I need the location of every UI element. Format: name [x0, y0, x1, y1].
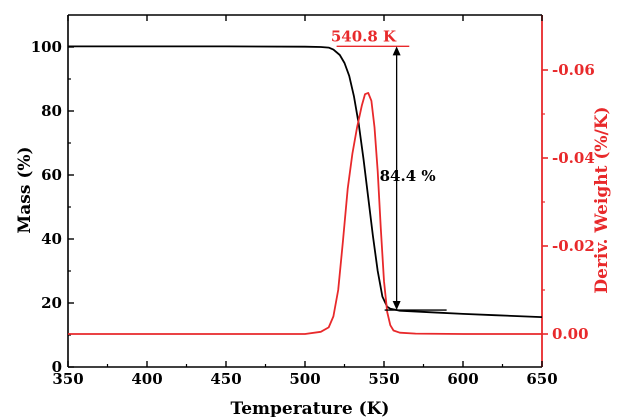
x-axis-label: Temperature (K) — [231, 399, 390, 417]
y-axis-right-label: Deriv. Weight (%/K) — [592, 106, 612, 293]
y-left-tick-label: 40 — [41, 230, 62, 248]
y-right-tick-label: -0.02 — [552, 237, 595, 255]
deriv-weight-curve — [68, 92, 542, 335]
mass-loss-label: 84.4 % — [380, 167, 436, 185]
annotation-layer: 540.8 K 84.4 % — [331, 27, 447, 311]
y-axis-left-label: Mass (%) — [15, 146, 35, 233]
mass-loss-arrowhead-bottom — [392, 301, 401, 311]
x-tick-label: 650 — [526, 370, 557, 388]
y-right-tick-label: 0.00 — [552, 325, 589, 343]
x-tick-label: 450 — [210, 370, 241, 388]
x-tick-label: 350 — [52, 370, 83, 388]
y-left-tick-label: 60 — [41, 166, 62, 184]
onset-temperature-label: 540.8 K — [331, 27, 397, 45]
y-right-tick-label: -0.04 — [552, 149, 595, 167]
x-tick-label: 550 — [368, 370, 399, 388]
y-right-tick-label: -0.06 — [552, 61, 595, 79]
x-tick-label: 600 — [447, 370, 478, 388]
mass-curve — [68, 45, 543, 318]
plot-area — [68, 45, 543, 335]
x-tick-label: 400 — [131, 370, 162, 388]
x-tick-label: 500 — [289, 370, 320, 388]
y-left-tick-label: 100 — [31, 38, 62, 56]
mass-loss-arrowhead-top — [392, 46, 401, 56]
y-left-tick-label: 0 — [52, 358, 62, 376]
tick-label-layer: 350 400 450 500 550 600 650 0 20 40 60 80 100 0.00 -0.… — [31, 38, 595, 388]
y-left-tick-label: 20 — [41, 294, 62, 312]
y-left-tick-label: 80 — [41, 102, 62, 120]
axes-frame — [67, 14, 548, 368]
